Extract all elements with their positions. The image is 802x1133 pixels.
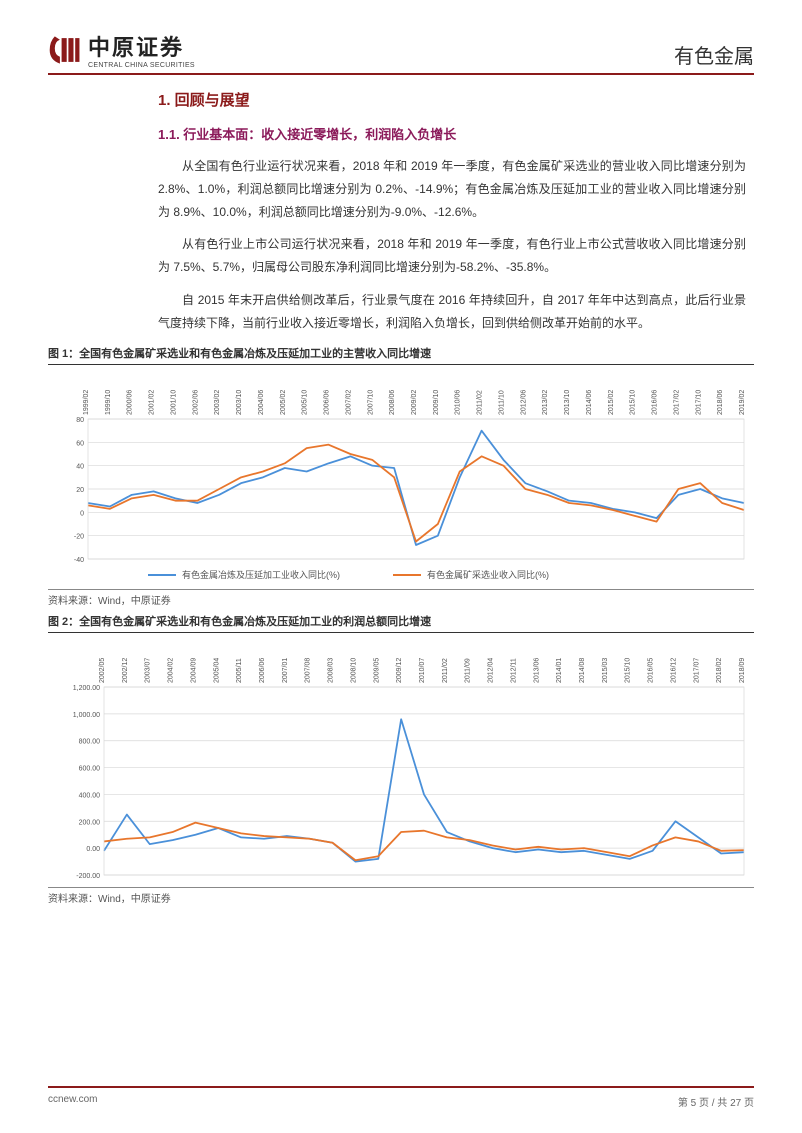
svg-text:400.00: 400.00 <box>79 792 101 799</box>
svg-text:0: 0 <box>80 510 84 517</box>
svg-text:2014/08: 2014/08 <box>579 657 586 682</box>
figure-2-chart: -200.00 0.00 200.00 400.00 600.00 800.00 1,000… <box>48 635 754 885</box>
svg-text:2006/06: 2006/06 <box>324 389 331 414</box>
svg-text:2018/02: 2018/02 <box>716 657 723 682</box>
svg-text:2011/10: 2011/10 <box>498 390 505 415</box>
svg-text:有色金属矿采选业收入同比(%): 有色金属矿采选业收入同比(%) <box>427 569 549 580</box>
svg-text:2008/03: 2008/03 <box>328 657 335 682</box>
paragraph: 从全国有色行业运行状况来看，2018 年和 2019 年一季度，有色金属矿采选业… <box>158 155 746 223</box>
svg-text:2004/09: 2004/09 <box>190 657 197 682</box>
svg-text:2009/12: 2009/12 <box>396 657 403 682</box>
svg-text:2005/02: 2005/02 <box>280 389 287 414</box>
svg-text:2007/01: 2007/01 <box>282 657 289 682</box>
svg-text:-200.00: -200.00 <box>76 873 100 880</box>
svg-text:2007/08: 2007/08 <box>305 657 312 682</box>
figure-1-chart: -40 -20 0 20 40 60 80 1999/02 1999/10 2000/06 2001… <box>48 367 754 587</box>
svg-text:2010/06: 2010/06 <box>455 389 462 414</box>
svg-text:2009/05: 2009/05 <box>373 657 380 682</box>
svg-text:1,200.00: 1,200.00 <box>73 685 100 692</box>
svg-text:2008/10: 2008/10 <box>350 657 357 682</box>
svg-text:2014/06: 2014/06 <box>586 389 593 414</box>
svg-text:60: 60 <box>76 440 84 447</box>
svg-text:2017/07: 2017/07 <box>693 657 700 682</box>
svg-text:2019/02: 2019/02 <box>739 389 746 414</box>
svg-text:2015/10: 2015/10 <box>625 657 632 682</box>
svg-text:0.00: 0.00 <box>86 846 100 853</box>
svg-text:2005/11: 2005/11 <box>236 658 243 683</box>
svg-text:600.00: 600.00 <box>79 765 101 772</box>
body-content: 1. 回顾与展望 1.1. 行业基本面：收入接近零增长，利润陷入负增长 从全国有… <box>48 89 754 335</box>
svg-text:2011/02: 2011/02 <box>442 658 449 683</box>
heading-1: 1. 回顾与展望 <box>158 89 746 110</box>
svg-text:2002/12: 2002/12 <box>122 657 129 682</box>
footer-page: 第 5 页 / 共 27 页 <box>678 1094 754 1109</box>
svg-text:2015/10: 2015/10 <box>630 389 637 414</box>
logo-icon <box>48 33 82 67</box>
svg-text:2013/02: 2013/02 <box>542 389 549 414</box>
svg-text:2017/10: 2017/10 <box>695 389 702 414</box>
svg-text:1,000.00: 1,000.00 <box>73 711 100 718</box>
figure-1-source: 资料来源：Wind，中原证券 <box>48 589 754 607</box>
svg-text:2016/12: 2016/12 <box>670 657 677 682</box>
paragraph: 从有色行业上市公司运行状况来看，2018 年和 2019 年一季度，有色行业上市… <box>158 233 746 279</box>
heading-2: 1.1. 行业基本面：收入接近零增长，利润陷入负增长 <box>158 124 746 143</box>
svg-text:2017/02: 2017/02 <box>673 389 680 414</box>
svg-text:2013/10: 2013/10 <box>564 389 571 414</box>
svg-text:2004/06: 2004/06 <box>258 389 265 414</box>
svg-text:2002/06: 2002/06 <box>192 389 199 414</box>
svg-text:800.00: 800.00 <box>79 738 101 745</box>
page-header: 中原证券 CENTRAL CHINA SECURITIES 有色金属 <box>48 30 754 75</box>
svg-text:2007/10: 2007/10 <box>367 389 374 414</box>
svg-text:2000/06: 2000/06 <box>127 389 134 414</box>
svg-text:2001/02: 2001/02 <box>149 389 156 414</box>
svg-text:2002/05: 2002/05 <box>99 657 106 682</box>
svg-text:40: 40 <box>76 463 84 470</box>
paragraph: 自 2015 年末开启供给侧改革后，行业景气度在 2016 年持续回升，自 20… <box>158 289 746 335</box>
svg-text:2005/10: 2005/10 <box>302 389 309 414</box>
svg-text:2011/09: 2011/09 <box>465 658 472 683</box>
svg-text:2010/07: 2010/07 <box>419 657 426 682</box>
svg-text:2009/02: 2009/02 <box>411 389 418 414</box>
svg-text:200.00: 200.00 <box>79 819 101 826</box>
svg-text:20: 20 <box>76 487 84 494</box>
svg-text:2006/06: 2006/06 <box>259 657 266 682</box>
svg-text:2012/04: 2012/04 <box>488 657 495 682</box>
svg-text:2009/10: 2009/10 <box>433 389 440 414</box>
svg-text:2003/02: 2003/02 <box>214 389 221 414</box>
page-footer: ccnew.com 第 5 页 / 共 27 页 <box>48 1086 754 1109</box>
figure-2-source: 资料来源：Wind，中原证券 <box>48 887 754 905</box>
document-category: 有色金属 <box>674 40 754 69</box>
svg-text:2016/06: 2016/06 <box>652 389 659 414</box>
svg-text:1999/10: 1999/10 <box>105 389 112 414</box>
svg-text:2001/10: 2001/10 <box>170 389 177 414</box>
logo-text-en: CENTRAL CHINA SECURITIES <box>88 62 195 69</box>
svg-text:2008/06: 2008/06 <box>389 389 396 414</box>
svg-text:2013/06: 2013/06 <box>533 657 540 682</box>
svg-text:2014/01: 2014/01 <box>556 657 563 682</box>
svg-text:2015/02: 2015/02 <box>608 389 615 414</box>
svg-text:2018/09: 2018/09 <box>739 657 746 682</box>
figure-1-caption: 图 1：全国有色金属矿采选业和有色金属冶炼及压延加工业的主营收入同比增速 <box>48 345 754 365</box>
svg-text:2012/11: 2012/11 <box>510 658 517 683</box>
svg-text:2016/05: 2016/05 <box>648 657 655 682</box>
svg-text:有色金属冶炼及压延加工业收入同比(%): 有色金属冶炼及压延加工业收入同比(%) <box>182 569 340 580</box>
logo: 中原证券 CENTRAL CHINA SECURITIES <box>48 30 195 69</box>
svg-text:80: 80 <box>76 417 84 424</box>
logo-text-cn: 中原证券 <box>88 30 195 62</box>
figure-2-caption: 图 2：全国有色金属矿采选业和有色金属冶炼及压延加工业的利润总额同比增速 <box>48 613 754 633</box>
svg-text:2003/10: 2003/10 <box>236 389 243 414</box>
svg-text:2003/07: 2003/07 <box>145 657 152 682</box>
svg-text:1999/02: 1999/02 <box>83 389 90 414</box>
svg-text:2015/03: 2015/03 <box>602 657 609 682</box>
svg-text:2012/06: 2012/06 <box>520 389 527 414</box>
svg-text:2011/02: 2011/02 <box>477 390 484 415</box>
svg-text:2004/02: 2004/02 <box>168 657 175 682</box>
svg-text:-20: -20 <box>74 533 84 540</box>
svg-text:2005/04: 2005/04 <box>213 657 220 682</box>
footer-url: ccnew.com <box>48 1094 97 1109</box>
svg-text:2018/06: 2018/06 <box>717 389 724 414</box>
svg-text:2007/02: 2007/02 <box>345 389 352 414</box>
svg-text:-40: -40 <box>74 557 84 564</box>
